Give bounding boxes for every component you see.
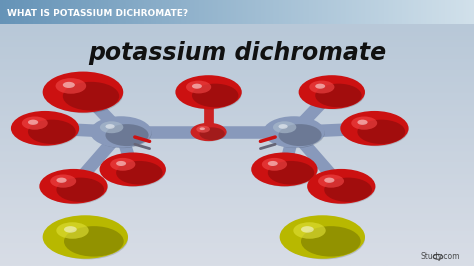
Circle shape [268,161,314,185]
Circle shape [191,123,227,141]
Circle shape [324,178,335,183]
Circle shape [50,174,76,188]
Circle shape [301,226,361,257]
Circle shape [116,161,163,185]
Circle shape [301,226,314,233]
Circle shape [315,84,325,89]
Circle shape [105,124,149,146]
Text: Study.com: Study.com [420,252,460,261]
Circle shape [268,161,278,166]
Circle shape [255,155,318,187]
Circle shape [28,120,76,144]
Circle shape [192,84,238,107]
Circle shape [192,124,227,142]
Circle shape [324,178,372,202]
Circle shape [299,75,365,109]
Circle shape [318,174,344,188]
Circle shape [110,158,136,171]
Circle shape [280,215,365,259]
Circle shape [357,120,405,144]
Circle shape [315,84,362,107]
Circle shape [251,152,318,186]
Circle shape [200,127,225,140]
Circle shape [186,81,211,93]
Circle shape [22,117,48,130]
Circle shape [103,155,166,187]
Circle shape [28,120,38,125]
Circle shape [273,121,296,133]
Text: potassium dichromate: potassium dichromate [88,41,386,65]
Circle shape [90,116,152,148]
Circle shape [64,226,77,233]
Circle shape [310,171,375,204]
Circle shape [309,81,335,93]
Circle shape [357,120,368,125]
Circle shape [266,118,325,148]
Circle shape [43,72,123,113]
Circle shape [200,127,205,130]
Text: WHAT IS POTASSIUM DICHROMATE?: WHAT IS POTASSIUM DICHROMATE? [7,9,188,18]
Circle shape [344,113,409,146]
Circle shape [307,169,375,204]
Circle shape [63,82,75,88]
Circle shape [116,161,126,166]
Circle shape [263,116,325,148]
Circle shape [293,222,326,239]
Circle shape [14,113,79,146]
Circle shape [100,121,123,133]
Circle shape [43,171,108,204]
Circle shape [56,178,104,202]
Circle shape [279,124,321,146]
Circle shape [179,77,242,110]
Circle shape [100,152,166,186]
Circle shape [47,218,128,259]
Circle shape [175,75,242,109]
Circle shape [64,226,124,257]
Circle shape [284,218,365,259]
Circle shape [93,118,152,148]
Circle shape [351,117,377,130]
Circle shape [39,169,108,204]
Circle shape [340,111,409,146]
Circle shape [278,124,288,129]
Circle shape [55,78,86,94]
Circle shape [43,215,128,259]
Circle shape [192,84,202,89]
Circle shape [302,77,365,110]
Circle shape [56,222,89,239]
Circle shape [46,74,123,113]
Circle shape [63,82,119,111]
Circle shape [196,126,210,133]
Circle shape [262,158,287,171]
Circle shape [105,124,115,129]
Circle shape [11,111,79,146]
Circle shape [56,178,67,183]
